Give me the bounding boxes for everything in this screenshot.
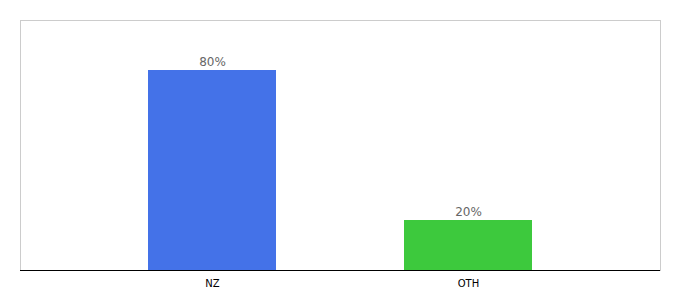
svg-text:NZ: NZ [205, 278, 219, 289]
svg-text:20%: 20% [455, 205, 482, 219]
svg-text:OTH: OTH [458, 278, 480, 289]
svg-text:80%: 80% [199, 55, 226, 69]
